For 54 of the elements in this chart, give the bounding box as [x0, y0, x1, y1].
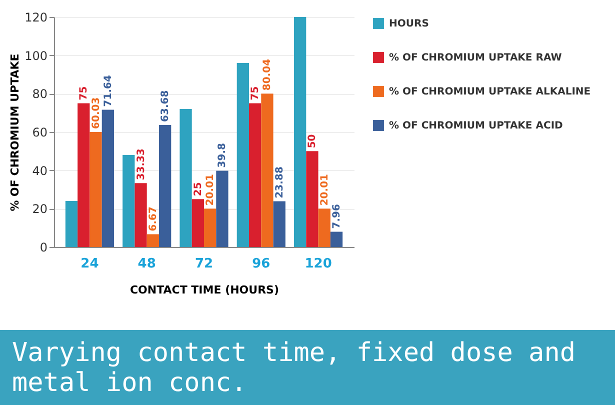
x-tick-label: 72	[194, 256, 214, 272]
bar	[273, 201, 286, 247]
bar	[146, 234, 159, 247]
data-label: 20.01	[319, 174, 330, 206]
x-tick-label: 24	[80, 256, 99, 272]
bar	[306, 151, 318, 247]
bar	[261, 94, 274, 247]
y-tick-label: 60	[32, 126, 48, 140]
legend-label: HOURS	[389, 18, 429, 30]
bar	[236, 63, 249, 247]
text: Varying contact time, fixed dose and metal ion conc.	[0, 330, 615, 405]
x-tick-label: 120	[304, 256, 332, 272]
bar	[180, 109, 192, 247]
data-label: 50	[307, 134, 318, 148]
data-label: 6.67	[148, 206, 159, 232]
data-label: 39.8	[217, 143, 228, 168]
x-axis-title: CONTACT TIME (HOURS)	[130, 284, 280, 296]
x-tick-label: 48	[138, 256, 156, 272]
bar	[294, 17, 306, 247]
data-label: 71.64	[102, 75, 114, 107]
legend-label: % OF CHROMIUM UPTAKE RAW	[389, 52, 562, 64]
bar	[102, 110, 114, 247]
legend-label: % OF CHROMIUM UPTAKE ALKALINE	[389, 86, 591, 98]
bar	[134, 183, 147, 247]
y-tick-label: 40	[32, 164, 48, 178]
data-label: 25	[192, 182, 204, 196]
bar	[65, 201, 78, 247]
y-tick-label: 0	[40, 240, 48, 254]
y-tick-label: 80	[32, 87, 48, 102]
y-tick-label: 120	[24, 10, 48, 24]
bar	[78, 103, 90, 247]
data-label: 23.88	[274, 166, 286, 198]
data-label: 75	[78, 86, 90, 100]
bar	[159, 124, 172, 247]
y-tick-label: 100	[24, 48, 48, 63]
bar	[318, 208, 330, 247]
data-label: 80.04	[262, 58, 274, 91]
bar	[330, 232, 343, 247]
data-label: 7.96	[332, 204, 342, 229]
data-label: 33.33	[136, 148, 147, 180]
bar	[216, 170, 228, 247]
bar	[90, 132, 102, 247]
bar	[192, 199, 204, 247]
legend-label: % OF CHROMIUM UPTAKE ACID	[389, 120, 563, 132]
y-tick-label: 20	[32, 202, 48, 216]
data-label: 60.03	[90, 97, 102, 129]
y-axis-title: % OF CHROMIUM UPTAKE	[8, 54, 22, 212]
data-label: 75	[250, 86, 262, 100]
bar	[249, 103, 262, 247]
x-tick-label: 96	[252, 256, 270, 272]
data-label: 20.01	[205, 174, 216, 206]
bar	[204, 208, 216, 247]
bar	[122, 155, 135, 247]
data-label: 63.68	[160, 90, 172, 122]
